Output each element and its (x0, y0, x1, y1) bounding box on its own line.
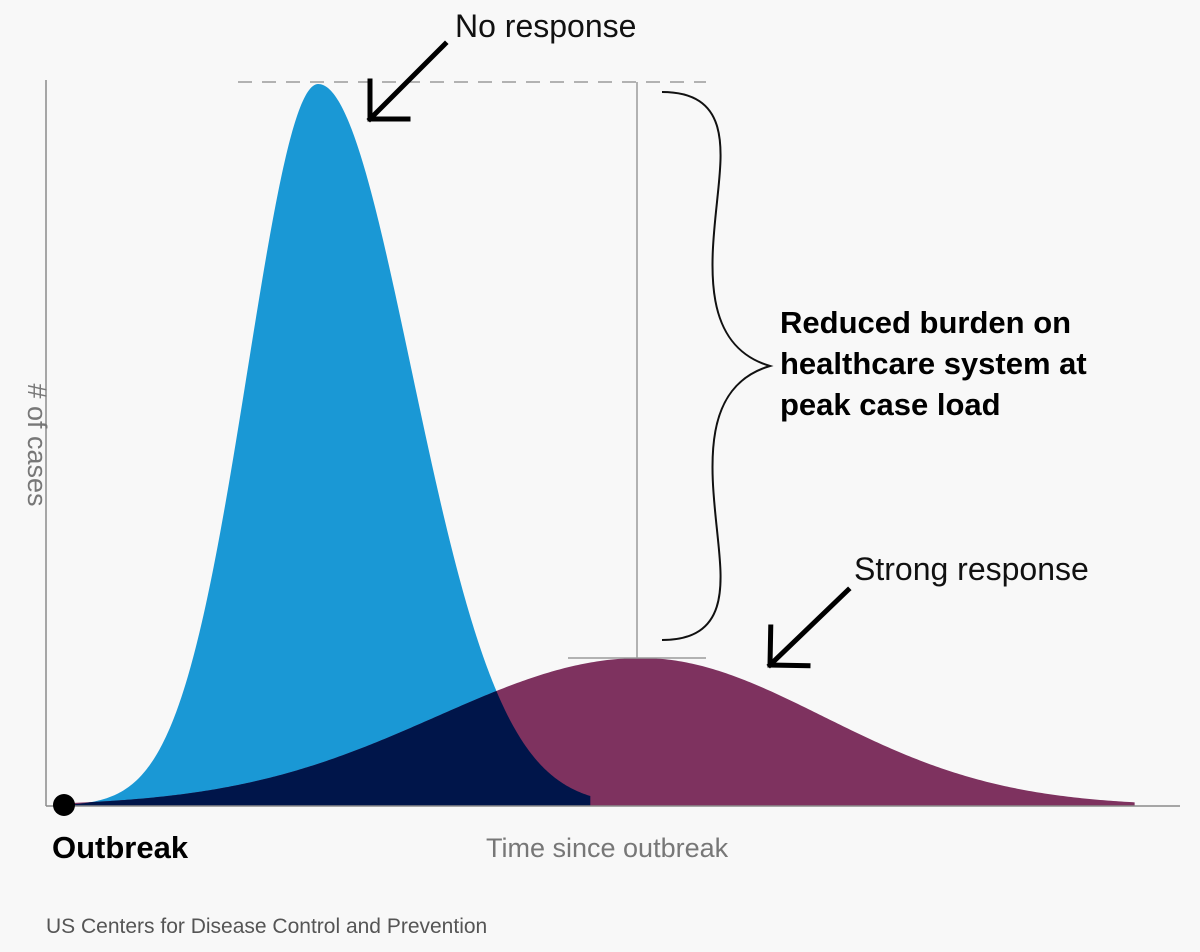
arrow-shaft (366, 40, 449, 123)
outbreak-origin-dot (53, 794, 75, 816)
outbreak-label: Outbreak (52, 830, 189, 865)
arrow-shaft (766, 586, 852, 669)
label-no-response: No response (455, 8, 636, 44)
overlap-area (74, 657, 591, 806)
source-credit: US Centers for Disease Control and Preve… (46, 915, 487, 938)
curly-brace-icon (661, 91, 774, 641)
arrow-head (367, 78, 411, 122)
arrow-strong-response-icon (766, 586, 852, 669)
x-axis-label: Time since outbreak (486, 833, 729, 863)
label-reduced-burden-line: peak case load (780, 387, 1001, 422)
label-reduced-burden-line: Reduced burden on (780, 305, 1071, 340)
label-reduced-burden: Reduced burden on healthcare system at p… (780, 305, 1095, 422)
y-axis-label: # of cases (22, 383, 52, 506)
arrow-head (767, 624, 811, 669)
label-strong-response: Strong response (854, 551, 1089, 587)
no-response-area (74, 84, 591, 806)
label-reduced-burden-line: healthcare system at (780, 346, 1087, 381)
arrow-no-response-icon (366, 40, 449, 123)
